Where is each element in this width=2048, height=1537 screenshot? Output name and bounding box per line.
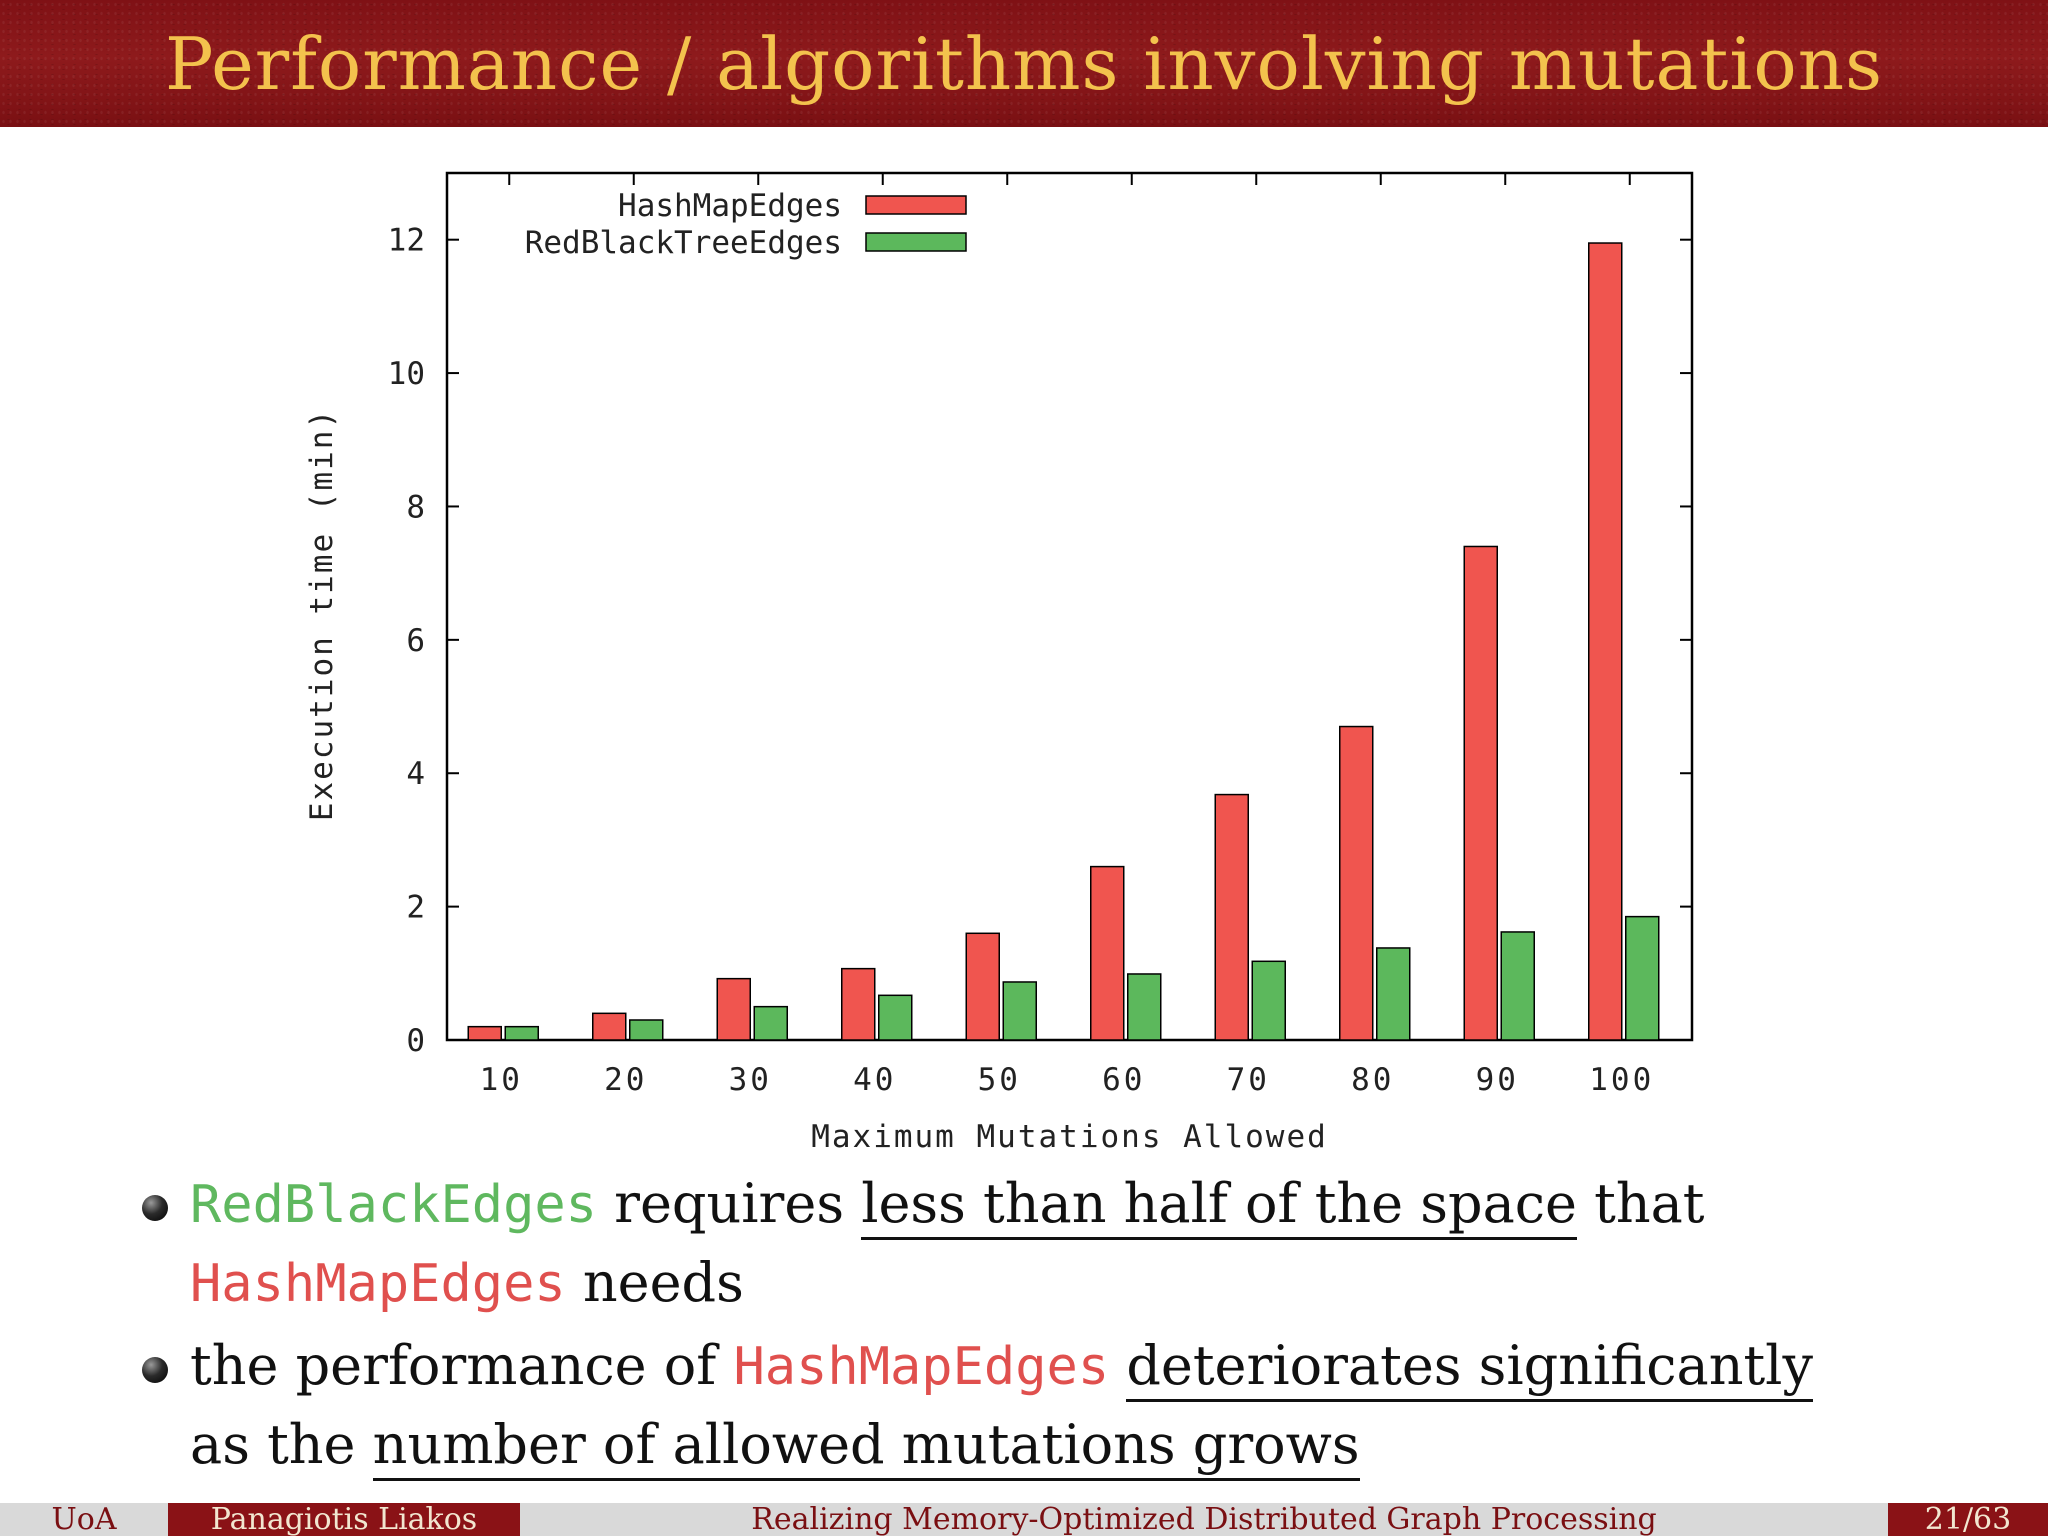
bullet-2-dot [142,1357,168,1383]
bar-hashmapedges-90 [1463,545,1498,1041]
bar-chart: 0 2 4 6 8 10 12 10 20 30 40 50 60 70 80 90 100 Maximum Mu… [304,171,1694,1155]
bar-redblacktreeedges-80 [1376,947,1411,1041]
bullet-1-text-tail: that [1576,1172,1705,1235]
bar-redblacktreeedges-10 [504,1025,539,1041]
bar-hashmapedges-70 [1214,793,1249,1041]
bar-hashmapedges-20 [592,1012,627,1041]
y-tick-label: 4 [406,756,425,792]
bar-hashmapedges-80 [1339,725,1374,1041]
bar-hashmapedges-30 [716,977,751,1041]
bar-redblacktreeedges-40 [878,994,913,1041]
y-tick-label: 2 [406,890,425,926]
y-tick-label: 12 [388,223,425,259]
bullet-2-line-1: the performance of HashMapEdges deterior… [142,1327,1950,1406]
x-tick-label: 60 [1102,1062,1145,1098]
bar-redblacktreeedges-60 [1127,973,1162,1041]
y-tick-label: 0 [406,1023,425,1059]
y-tick-label: 6 [406,623,425,659]
bar-hashmapedges-50 [965,932,1000,1041]
x-tick-label: 40 [853,1062,896,1098]
bar-redblacktreeedges-30 [753,1005,788,1041]
y-axis-label: Execution time (min) [304,408,340,821]
x-tick-label: 50 [978,1062,1021,1098]
x-tick-label: 80 [1351,1062,1394,1098]
bullet-1-emphasis: less than half of the space [861,1172,1577,1240]
footer-page-number: 21/63 [1888,1503,2048,1536]
term-redblackedges: RedBlackEdges [190,1175,597,1235]
legend-swatch [865,195,967,215]
bar-hashmapedges-10 [467,1025,502,1041]
title-bar: Performance / algorithms involving mutat… [0,0,2048,127]
bullet-1-text: requires [597,1172,862,1235]
bullet-list: RedBlackEdges requires less than half of… [142,1165,1950,1484]
bullet-1-line-1: RedBlackEdges requires less than half of… [142,1165,1950,1244]
legend-label: RedBlackTreeEdges [525,225,842,261]
footer-institution: UoA [51,1502,117,1537]
bullet-2-text: the performance of [190,1334,734,1397]
bullet-2-emphasis-2: number of allowed mutations grows [372,1413,1360,1481]
y-tick-label: 8 [406,489,425,525]
x-tick-label: 100 [1589,1062,1654,1098]
title-bar-texture [0,0,2048,127]
footer-talk-title: Realizing Memory-Optimized Distributed G… [751,1502,1657,1537]
bullet-2-line-2: as the number of allowed mutations grows [190,1406,1950,1484]
bar-hashmapedges-100 [1588,242,1623,1041]
bar-redblacktreeedges-20 [629,1019,664,1041]
bullet-1-dot [142,1195,168,1221]
x-tick-label: 30 [729,1062,772,1098]
footer-author: Panagiotis Liakos [168,1503,520,1536]
footer-bar: UoA Panagiotis Liakos Realizing Memory-O… [0,1503,2048,1536]
bar-redblacktreeedges-90 [1500,931,1535,1041]
y-tick-label: 10 [388,356,425,392]
legend-swatch [865,232,967,252]
slide-title: Performance / algorithms involving mutat… [164,22,1884,106]
x-tick-label: 70 [1227,1062,1270,1098]
bullet-2-emphasis-1: deteriorates significantly [1126,1334,1813,1402]
bar-redblacktreeedges-70 [1251,960,1286,1041]
bar-hashmapedges-40 [841,967,876,1041]
x-tick-label: 90 [1476,1062,1519,1098]
x-tick-label: 20 [604,1062,647,1098]
term-hashmapedges-2: HashMapEdges [733,1337,1110,1397]
bar-hashmapedges-60 [1090,865,1125,1041]
term-hashmapedges: HashMapEdges [190,1254,566,1314]
bullet-1-line-2: HashMapEdges needs [190,1244,1950,1323]
legend-label: HashMapEdges [618,188,842,224]
x-tick-label: 10 [480,1062,523,1098]
bullet-1-text-end: needs [565,1251,744,1314]
bar-redblacktreeedges-50 [1002,981,1037,1041]
plot-frame [445,171,1694,1042]
x-axis-label: Maximum Mutations Allowed [811,1119,1328,1155]
bar-redblacktreeedges-100 [1625,915,1660,1041]
bullet-2-text-2: as the [190,1413,373,1476]
